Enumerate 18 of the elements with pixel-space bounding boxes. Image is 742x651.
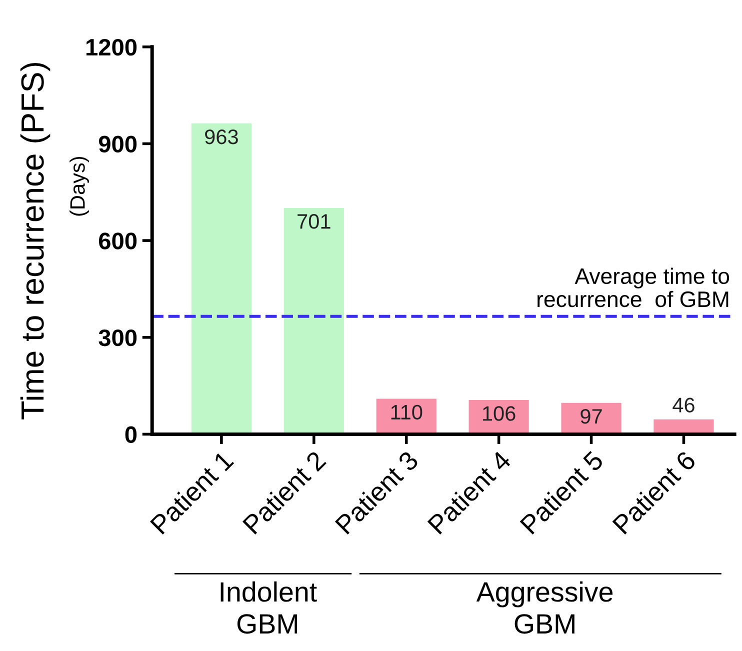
data-label: 106 <box>483 406 516 421</box>
ref-line-label: Average time to recurrence of GBM <box>538 268 730 308</box>
data-label: 701 <box>298 214 330 229</box>
bar <box>191 123 252 434</box>
data-label: 46 <box>672 398 694 412</box>
y-tick-label: 900 <box>98 136 137 152</box>
text: Aggressive GBM <box>476 581 613 634</box>
y-tick-label: 1200 <box>86 38 137 56</box>
text: Indolent GBM <box>220 581 317 634</box>
text: (Days) <box>70 156 90 216</box>
y-tick-label: 0 <box>125 426 137 444</box>
data-label: 97 <box>580 409 602 424</box>
data-label: 110 <box>391 404 422 420</box>
y-tick-label: 600 <box>99 232 137 250</box>
y-tick-label: 300 <box>98 329 137 346</box>
y-axis-title: Time to recurrence (PFS) <box>20 62 50 420</box>
data-label: 963 <box>205 129 238 144</box>
bar <box>284 208 344 434</box>
